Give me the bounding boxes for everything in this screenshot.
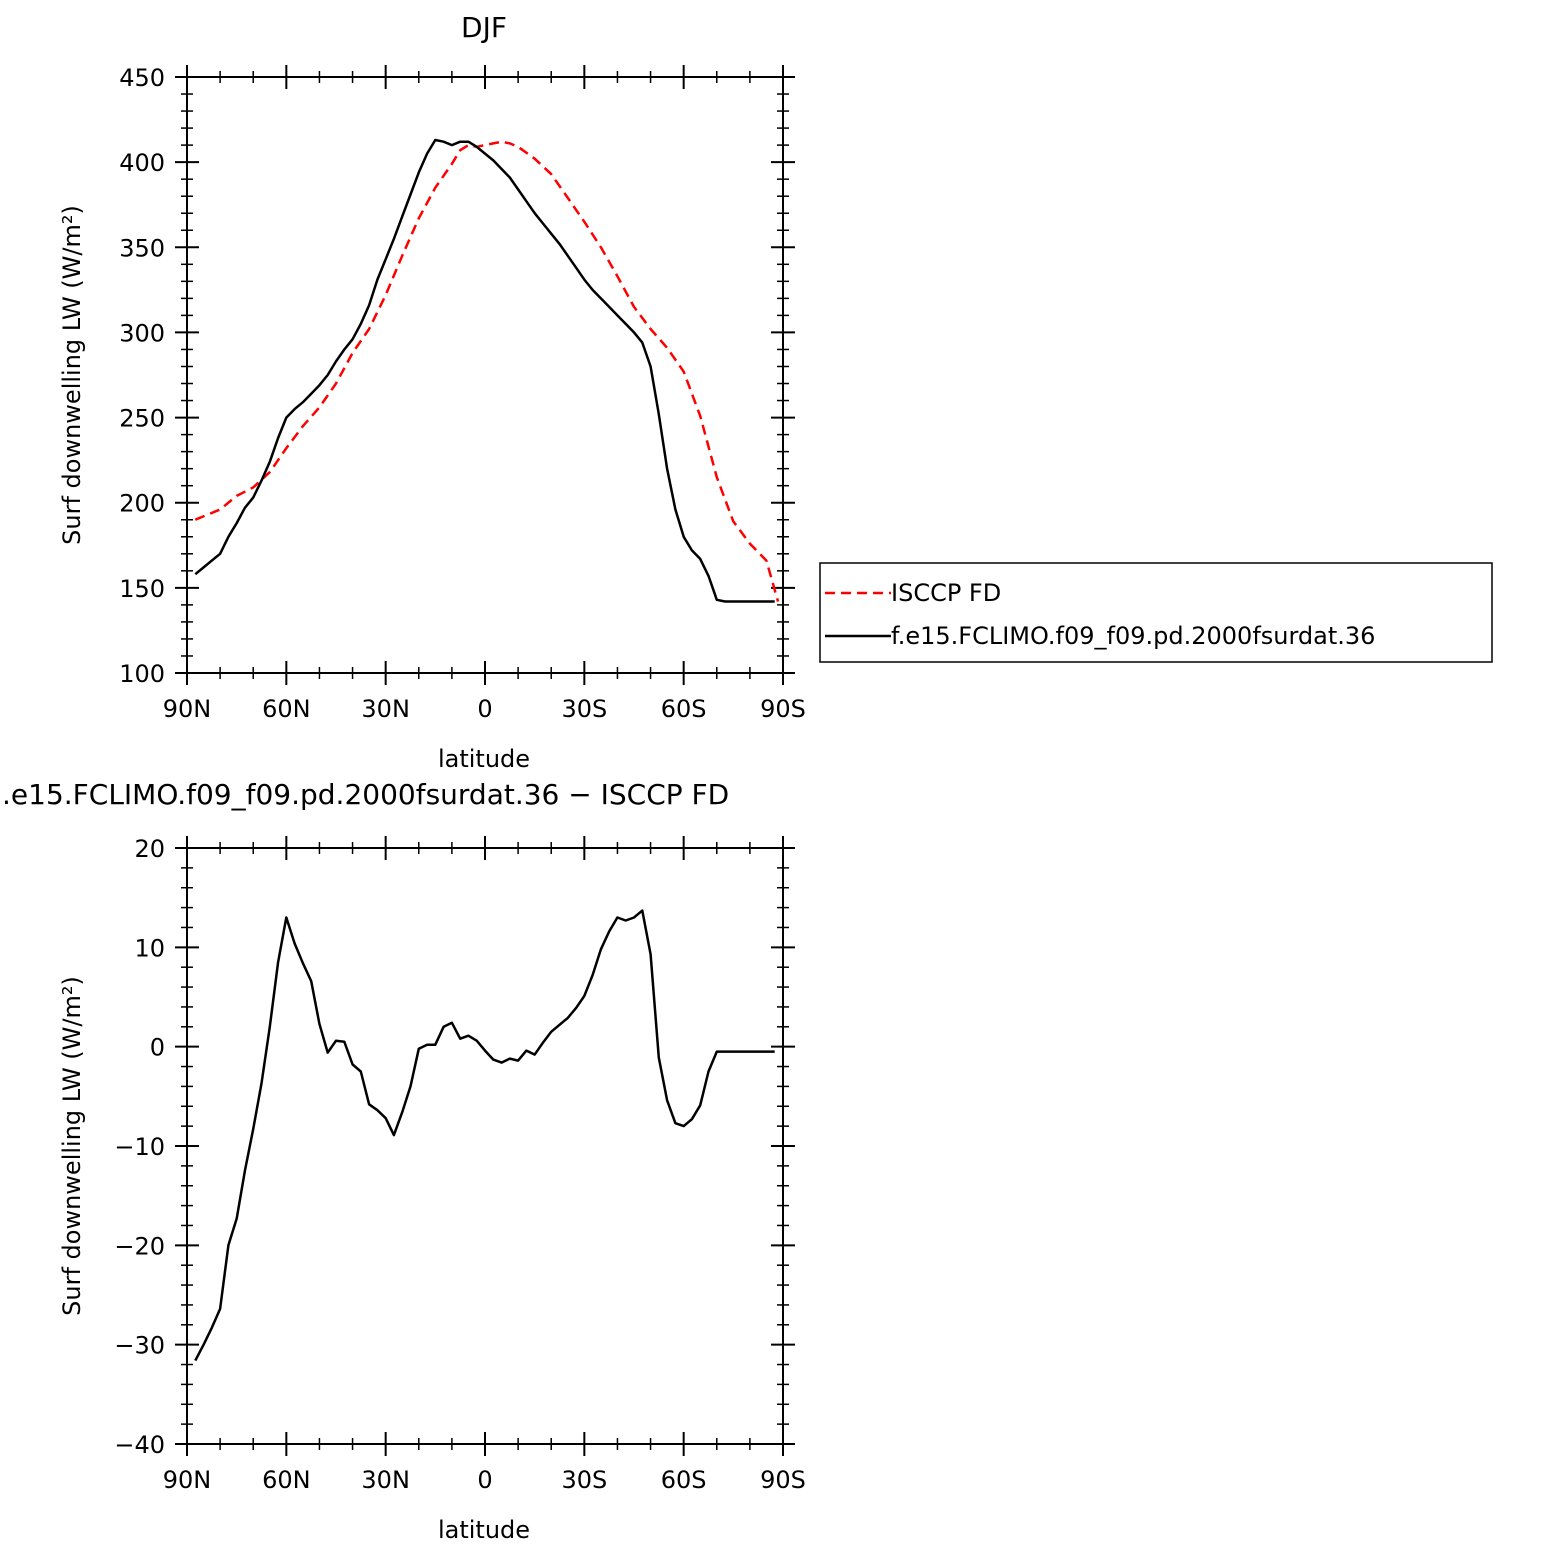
legend-box [819, 562, 1493, 663]
series-line-0 [194, 140, 780, 602]
legend: ISCCP FD f.e15.FCLIMO.f09_f09.pd.2000fsu… [819, 562, 1493, 663]
x-tick-label: 60S [661, 1466, 707, 1494]
top-chart-title: DJF [461, 11, 507, 44]
bottom-y-axis-title: Surf downwelling LW (W/m²) [58, 976, 86, 1316]
y-tick-label: 0 [150, 1034, 165, 1062]
series-line-1 [194, 138, 775, 603]
series-line-0 [194, 909, 775, 1362]
y-tick-label: 10 [134, 934, 165, 962]
bottom-axis-ticks [175, 836, 795, 1456]
y-tick-label: 20 [134, 835, 165, 863]
x-tick-label: 90S [760, 695, 806, 723]
top-y-axis-title: Surf downwelling LW (W/m²) [58, 205, 86, 545]
y-tick-label: −20 [114, 1232, 165, 1260]
x-tick-label: 60N [262, 695, 311, 723]
y-tick-label: 450 [119, 64, 165, 92]
y-tick-label: 350 [119, 234, 165, 262]
x-tick-label: 0 [477, 1466, 492, 1494]
legend-label-isccp: ISCCP FD [891, 579, 1001, 607]
y-tick-label: −30 [114, 1332, 165, 1360]
x-tick-label: 90N [163, 1466, 212, 1494]
top-tick-labels: 90N 60N 30N 0 30S 60S 90S 100 150 200 250 300 350 400… [119, 64, 806, 723]
y-tick-label: 400 [119, 149, 165, 177]
top-series-group [194, 138, 780, 603]
x-tick-label: 30S [561, 695, 607, 723]
x-tick-label: 60N [262, 1466, 311, 1494]
bottom-x-axis-title: latitude [438, 1516, 530, 1544]
x-tick-label: 30S [561, 1466, 607, 1494]
bottom-tick-labels: 90N 60N 30N 0 30S 60S 90S −40 −30 −20 −10 0 10 20 [114, 835, 806, 1494]
top-x-axis-title: latitude [438, 745, 530, 773]
x-tick-label: 0 [477, 695, 492, 723]
top-line-chart: DJF 90N 60N 30N 0 30S 60S 90S 100 150 200 250 300 35… [58, 11, 1493, 773]
y-tick-label: −40 [114, 1431, 165, 1459]
y-tick-label: 100 [119, 660, 165, 688]
y-tick-label: 150 [119, 575, 165, 603]
y-tick-label: −10 [114, 1133, 165, 1161]
bottom-line-chart: .e15.FCLIMO.f09_f09.pd.2000fsurdat.36 − … [2, 778, 806, 1544]
bottom-plot-frame [186, 847, 784, 1445]
x-tick-label: 30N [361, 1466, 410, 1494]
top-plot-frame [186, 76, 784, 674]
bottom-chart-title: .e15.FCLIMO.f09_f09.pd.2000fsurdat.36 − … [2, 778, 729, 811]
bottom-series-group [194, 909, 775, 1362]
x-tick-label: 90S [760, 1466, 806, 1494]
legend-label-model: f.e15.FCLIMO.f09_f09.pd.2000fsurdat.36 [891, 622, 1375, 650]
y-tick-label: 200 [119, 490, 165, 518]
y-tick-label: 300 [119, 319, 165, 347]
x-tick-label: 30N [361, 695, 410, 723]
y-tick-label: 250 [119, 405, 165, 433]
x-tick-label: 90N [163, 695, 212, 723]
x-tick-label: 60S [661, 695, 707, 723]
top-axis-ticks [175, 65, 795, 685]
